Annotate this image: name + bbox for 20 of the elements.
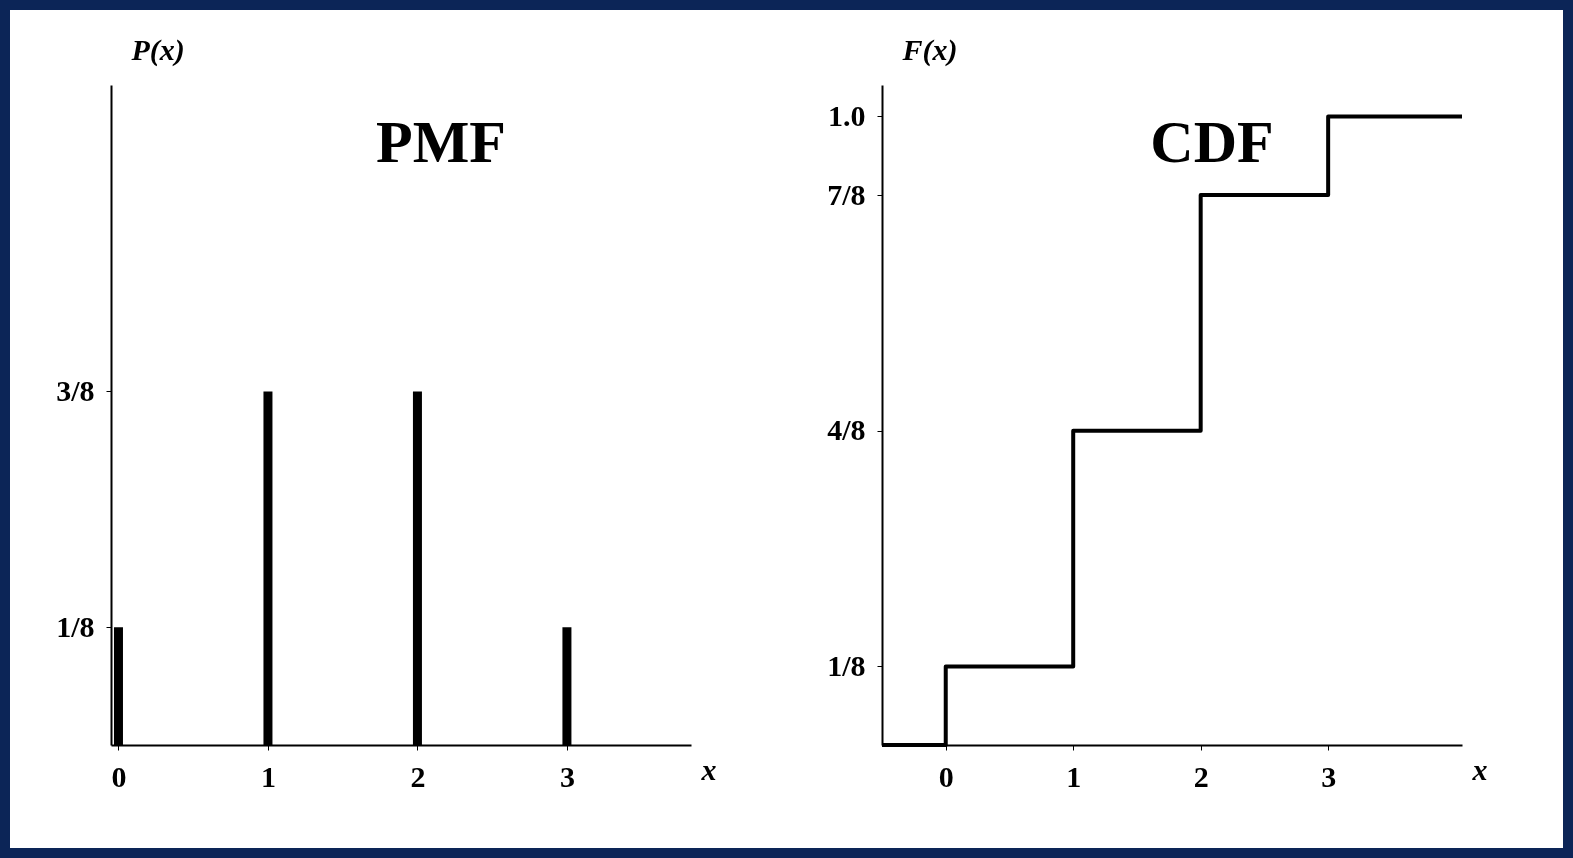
- y-axis-title: P(x): [130, 32, 185, 67]
- x-axis-title: x: [1471, 752, 1488, 786]
- x-tick-label: 0: [938, 759, 954, 793]
- y-tick-label: 1/8: [827, 648, 866, 682]
- x-tick-label: 3: [1321, 759, 1337, 793]
- x-tick-label: 2: [1193, 759, 1209, 793]
- y-tick-label: 1/8: [56, 609, 95, 643]
- x-tick-label: 2: [410, 759, 426, 793]
- x-tick-label: 3: [559, 759, 575, 793]
- y-tick-label: 1.0: [828, 98, 866, 132]
- y-axis-title: F(x): [901, 32, 958, 67]
- x-axis-title: x: [700, 752, 717, 786]
- x-tick-label: 0: [111, 759, 127, 793]
- x-tick-label: 1: [1066, 759, 1082, 793]
- y-tick-label: 4/8: [827, 413, 866, 447]
- chart-title: PMF: [376, 109, 506, 175]
- chart-title: CDF: [1150, 109, 1274, 175]
- y-tick-label: 3/8: [56, 373, 95, 407]
- y-tick-label: 7/8: [827, 177, 866, 211]
- x-tick-label: 1: [260, 759, 276, 793]
